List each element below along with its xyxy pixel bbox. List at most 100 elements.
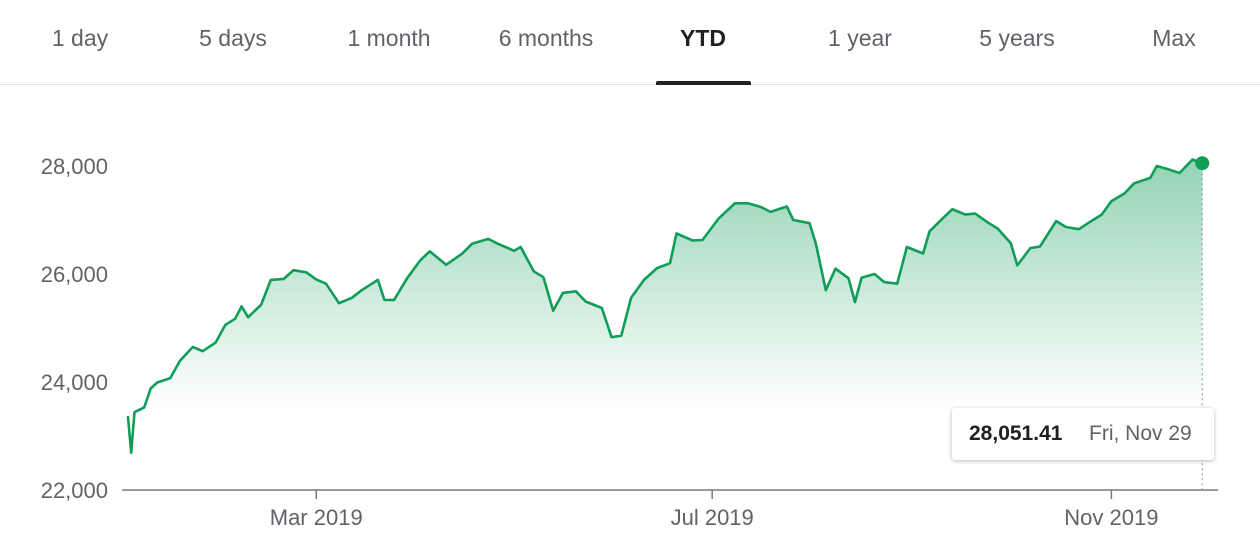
tab-5-days[interactable]: 5 days — [199, 25, 267, 51]
data-point — [1054, 219, 1058, 223]
data-point — [551, 309, 555, 313]
last-point-marker — [1195, 156, 1210, 171]
data-point — [1168, 168, 1172, 172]
data-point — [129, 451, 133, 455]
data-point — [470, 242, 474, 246]
data-point — [168, 376, 172, 380]
data-point — [759, 205, 763, 209]
data-point — [950, 207, 954, 211]
data-point — [1191, 158, 1195, 162]
data-point — [928, 229, 932, 233]
data-point — [814, 242, 818, 246]
range-tabs: 1 day 5 days 1 month 6 months YTD 1 year… — [0, 0, 1260, 85]
data-point — [791, 218, 795, 222]
data-point — [860, 276, 864, 280]
data-point — [610, 335, 614, 339]
data-point — [785, 205, 789, 209]
data-point — [392, 298, 396, 302]
data-point — [178, 359, 182, 363]
hover-tooltip: 28,051.41 Fri, Nov 29 — [952, 408, 1214, 460]
data-point — [769, 210, 773, 214]
data-point — [240, 304, 244, 308]
data-point — [360, 288, 364, 292]
tab-max[interactable]: Max — [1152, 25, 1196, 51]
active-tab-indicator — [656, 81, 751, 85]
data-point — [201, 349, 205, 353]
data-point — [986, 221, 990, 225]
tab-1-year[interactable]: 1 year — [828, 25, 892, 51]
data-point — [486, 237, 490, 241]
data-point — [941, 216, 945, 220]
area-fill — [128, 159, 1203, 490]
data-point — [149, 387, 153, 391]
data-point — [973, 212, 977, 216]
data-point — [1132, 181, 1136, 185]
data-point — [1122, 192, 1126, 196]
data-point — [1038, 245, 1042, 249]
data-point — [444, 263, 448, 267]
y-tick-label: 22,000 — [41, 478, 108, 503]
price-chart[interactable]: 22,000 24,000 26,000 28,000 Mar 2019 Jul 201… — [0, 84, 1260, 554]
data-point — [496, 242, 500, 246]
data-point — [382, 298, 386, 302]
data-point — [1028, 246, 1032, 250]
data-point — [142, 405, 146, 409]
data-point — [668, 261, 672, 265]
data-point — [853, 300, 857, 304]
data-point — [921, 252, 925, 256]
data-point — [223, 323, 227, 327]
y-axis-labels: 22,000 24,000 26,000 28,000 — [41, 154, 108, 503]
data-point — [233, 317, 237, 321]
data-point — [155, 381, 159, 385]
tab-ytd[interactable]: YTD — [680, 25, 726, 51]
data-point — [418, 259, 422, 263]
data-point — [873, 272, 877, 276]
data-point — [191, 345, 195, 349]
data-point — [574, 289, 578, 293]
y-tick-label: 24,000 — [41, 370, 108, 395]
data-point — [376, 278, 380, 282]
data-point — [905, 245, 909, 249]
data-point — [584, 300, 588, 304]
data-point — [460, 252, 464, 256]
data-point — [824, 288, 828, 292]
data-point — [691, 239, 695, 243]
data-point — [847, 276, 851, 280]
data-point — [405, 276, 409, 280]
data-point — [746, 201, 750, 205]
data-point — [834, 267, 838, 271]
data-point — [350, 296, 354, 300]
data-point — [1009, 241, 1013, 245]
data-point — [1148, 176, 1152, 180]
data-point — [1109, 199, 1113, 203]
tab-5-years[interactable]: 5 years — [979, 25, 1055, 51]
tab-1-day[interactable]: 1 day — [51, 25, 109, 51]
tab-1-month[interactable]: 1 month — [347, 25, 431, 51]
data-point — [519, 245, 523, 249]
tab-6-months[interactable]: 6 months — [498, 25, 594, 51]
data-point — [324, 282, 328, 286]
data-point — [259, 303, 263, 307]
data-point — [1064, 225, 1068, 229]
data-point — [428, 249, 432, 253]
data-point — [675, 232, 679, 236]
data-point — [808, 221, 812, 225]
data-point — [214, 341, 218, 345]
data-point — [629, 296, 633, 300]
x-tick-label: Nov 2019 — [1064, 505, 1158, 530]
data-point — [895, 282, 899, 286]
x-axis-ticks: Mar 2019 Jul 2019 Nov 2019 — [270, 490, 1158, 530]
y-tick-label: 28,000 — [41, 154, 108, 179]
x-tick-label: Jul 2019 — [671, 505, 754, 530]
data-point — [882, 280, 886, 284]
data-point — [246, 315, 250, 319]
data-point — [1155, 164, 1159, 168]
data-point — [655, 266, 659, 270]
data-point — [1100, 213, 1104, 217]
data-point — [541, 275, 545, 279]
data-point — [512, 249, 516, 253]
data-point — [282, 277, 286, 281]
data-point — [963, 213, 967, 217]
data-point — [133, 410, 137, 414]
data-point — [1087, 221, 1091, 225]
